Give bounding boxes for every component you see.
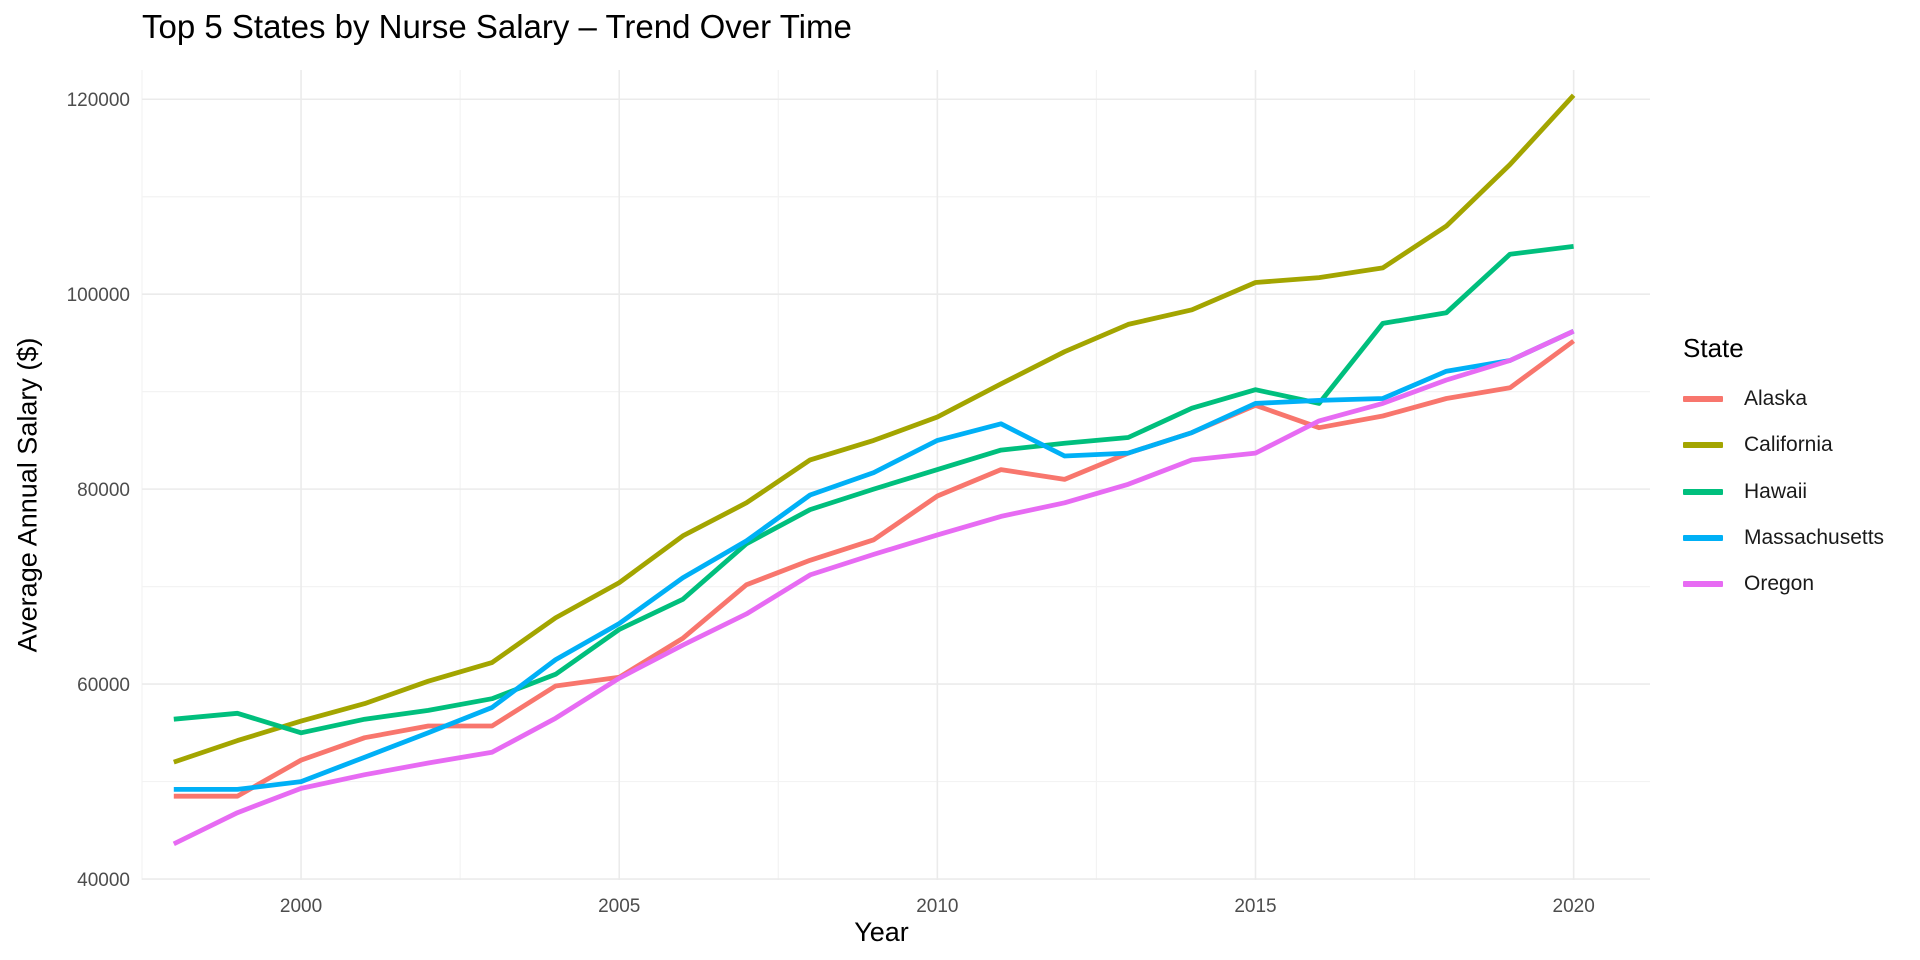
y-axis-title: Average Annual Salary ($) — [12, 337, 43, 653]
x-axis-title: Year — [854, 917, 909, 947]
legend-item-massachusetts: Massachusetts — [1683, 515, 1884, 561]
series-line-massachusetts — [173, 329, 1575, 792]
legend-title: State — [1683, 333, 1744, 363]
y-tick-label: 120000 — [67, 90, 130, 111]
minor-gridlines — [141, 70, 1650, 880]
legend-label: California — [1744, 433, 1833, 457]
series-line-oregon — [172, 329, 1575, 847]
series-line-alaska — [173, 339, 1576, 799]
y-tick-label: 60000 — [77, 675, 130, 696]
x-tick-label: 2010 — [916, 896, 958, 917]
legend-key — [1683, 581, 1723, 588]
legend-key — [1683, 535, 1723, 542]
series-line-california — [173, 93, 1576, 765]
legend: State Alaska California Hawaii Massachusett… — [1683, 333, 1884, 607]
legend-items: Alaska California Hawaii Massachusetts Orego… — [1683, 376, 1884, 607]
x-tick-label: 2015 — [1234, 896, 1276, 917]
x-tick-label: 2020 — [1553, 896, 1595, 917]
major-gridlines — [142, 70, 1650, 880]
series-lines — [172, 93, 1576, 847]
legend-key — [1683, 442, 1723, 449]
x-tick-label: 2000 — [280, 896, 322, 917]
y-tick-label: 40000 — [77, 870, 130, 891]
y-tick-label: 80000 — [77, 480, 130, 501]
tick-labels: 2000 2005 2010 2015 2020 40000 60000 80000 10000… — [67, 90, 1595, 917]
legend-key — [1683, 488, 1723, 495]
legend-item-california: California — [1683, 422, 1884, 468]
legend-item-oregon: Oregon — [1683, 561, 1884, 607]
legend-item-alaska: Alaska — [1683, 376, 1884, 422]
chart-title: Top 5 States by Nurse Salary – Trend Ove… — [142, 8, 852, 45]
legend-label: Massachusetts — [1744, 526, 1885, 550]
legend-label: Alaska — [1744, 387, 1808, 411]
legend-label: Hawaii — [1744, 479, 1808, 503]
legend-item-hawaii: Hawaii — [1683, 469, 1884, 515]
series-line-hawaii — [173, 244, 1574, 736]
x-tick-label: 2005 — [598, 896, 640, 917]
y-tick-label: 100000 — [67, 285, 130, 306]
legend-key — [1683, 396, 1723, 403]
legend-label: Oregon — [1744, 572, 1815, 596]
